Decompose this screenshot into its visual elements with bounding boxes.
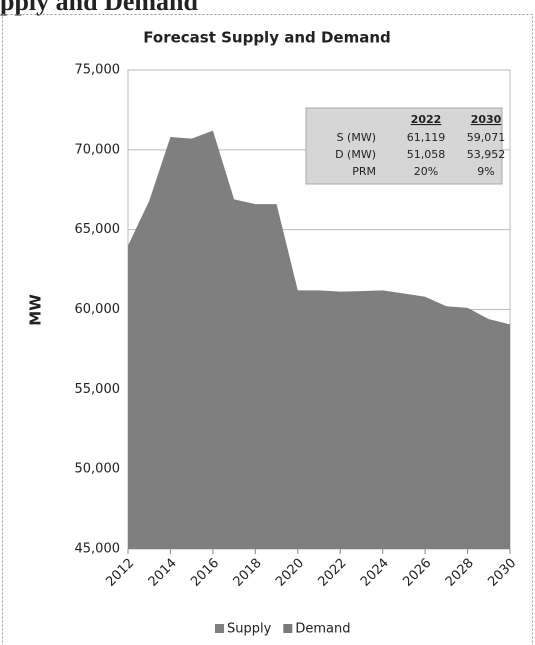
page-heading: pply and Demand (0, 0, 198, 16)
table-header: 2022 (411, 113, 442, 126)
legend-label: Demand (295, 622, 350, 637)
table-row-label: S (MW) (337, 131, 376, 144)
area (128, 130, 510, 549)
y-axis-label: MW (27, 294, 45, 326)
x-tick-label: 2018 (231, 556, 265, 590)
table-cell: 20% (414, 165, 438, 178)
x-tick-label: 2020 (273, 556, 307, 590)
y-tick-label: 45,000 (75, 542, 121, 557)
table-cell: 53,952 (467, 148, 506, 161)
table-header: 2030 (471, 113, 502, 126)
table-row-label: PRM (352, 165, 376, 178)
y-tick-label: 55,000 (75, 382, 121, 397)
legend-label: Supply (227, 622, 272, 637)
y-tick-label: 50,000 (75, 462, 121, 477)
legend-swatch (215, 624, 224, 633)
y-tick-label: 70,000 (75, 142, 121, 157)
table-cell: 51,058 (407, 148, 446, 161)
y-tick-label: 65,000 (75, 222, 121, 237)
x-tick-label: 2014 (146, 556, 180, 590)
x-tick-label: 2028 (443, 556, 477, 590)
legend-swatch (283, 624, 293, 633)
table-cell: 9% (477, 165, 494, 178)
chart-title: Forecast Supply and Demand (143, 29, 391, 47)
table-cell: 59,071 (467, 131, 506, 144)
table-row-label: D (MW) (335, 148, 376, 161)
x-tick-label: 2030 (485, 556, 519, 590)
x-tick-label: 2024 (358, 556, 392, 590)
table-cell: 61,119 (407, 131, 446, 144)
table-box (305, 107, 503, 185)
y-tick-label: 60,000 (75, 302, 121, 317)
chart-frame (2, 14, 533, 645)
x-tick-label: 2016 (188, 556, 222, 590)
x-tick-label: 2012 (103, 556, 137, 590)
x-tick-label: 2022 (316, 556, 350, 590)
y-tick-label: 75,000 (75, 63, 121, 78)
x-tick-label: 2026 (400, 556, 434, 590)
